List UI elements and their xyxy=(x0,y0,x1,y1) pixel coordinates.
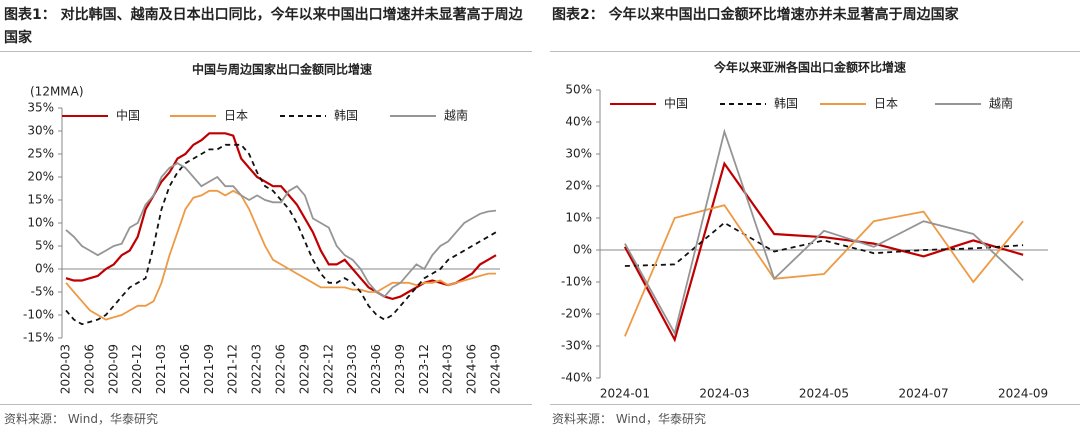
x-tick-label: 2024-03 xyxy=(441,344,455,394)
x-tick-label: 2024-09 xyxy=(489,344,503,394)
y-tick-label: 5% xyxy=(35,239,54,253)
caption: 图表2： 今年以来中国出口金额环比增速亦并未显著高于周边国家 xyxy=(552,7,959,23)
x-tick-label: 2024-06 xyxy=(465,344,479,394)
legend-label: 日本 xyxy=(224,109,248,123)
x-tick-label: 2023-12 xyxy=(417,344,431,394)
y-tick-label: 15% xyxy=(27,193,54,207)
x-tick-label: 2024-03 xyxy=(699,387,749,401)
y-tick-label: -30% xyxy=(561,339,592,353)
divider xyxy=(550,404,1080,405)
series-line xyxy=(65,143,497,326)
chart-title: 中国与周边国家出口金额同比增速 xyxy=(192,62,372,77)
x-tick-label: 2021-09 xyxy=(202,344,216,394)
y-tick-label: -40% xyxy=(561,371,592,385)
x-tick-label: 2020-03 xyxy=(58,344,72,394)
legend-label: 越南 xyxy=(444,108,468,123)
y-tick-label: 50% xyxy=(565,83,592,97)
x-tick-label: 2022-03 xyxy=(250,344,264,394)
y-tick-label: -5% xyxy=(31,285,54,299)
legend-label: 中国 xyxy=(664,96,688,111)
x-tick-label: 2023-09 xyxy=(393,344,407,394)
series-line xyxy=(624,204,1024,337)
y-tick-label: -10% xyxy=(23,308,54,322)
y-tick-label: 10% xyxy=(27,216,54,230)
y-tick-label: 35% xyxy=(27,101,54,115)
caption: 图表1： 对比韩国、越南及日本出口同比，今年以来中国出口增速并未显著高于周边国家 xyxy=(4,7,523,46)
x-tick-label: 2024-09 xyxy=(998,387,1048,401)
y-tick-label: 20% xyxy=(565,179,592,193)
divider xyxy=(550,51,1080,52)
x-tick-label: 2021-03 xyxy=(154,344,168,394)
legend-label: 中国 xyxy=(116,108,140,123)
y-tick-label: -10% xyxy=(561,275,592,289)
divider xyxy=(0,404,532,405)
chart: 今年以来亚洲各国出口金额环比增速 -40% -30% -20% -10% 0% 10% 20%… xyxy=(561,60,1048,401)
annotation: (12MMA) xyxy=(30,85,84,99)
y-tick-label: 0% xyxy=(573,243,592,257)
series-line xyxy=(65,189,496,321)
y-tick-label: -20% xyxy=(561,307,592,321)
y-tick-label: 10% xyxy=(565,211,592,225)
y-tick-label: -15% xyxy=(23,331,54,345)
x-tick-label: 2022-12 xyxy=(321,344,335,394)
y-tick-label: 40% xyxy=(565,115,592,129)
x-tick-label: 2024-05 xyxy=(799,387,849,401)
y-tick-label: 30% xyxy=(565,147,592,161)
y-tick-label: 0% xyxy=(35,262,54,276)
x-tick-label: 2023-03 xyxy=(345,344,359,394)
x-tick-label: 2023-06 xyxy=(369,344,383,394)
y-tick-label: 30% xyxy=(27,124,54,138)
x-tick-label: 2024-01 xyxy=(600,387,650,401)
y-tick-label: 25% xyxy=(27,147,54,161)
source: 资料来源： Wind，华泰研究 xyxy=(552,412,706,426)
x-tick-label: 2024-07 xyxy=(898,387,948,401)
series-line xyxy=(624,128,1024,336)
y-tick-label: 20% xyxy=(27,170,54,184)
x-tick-label: 2021-12 xyxy=(226,344,240,394)
x-tick-label: 2020-12 xyxy=(130,344,144,394)
x-tick-label: 2021-06 xyxy=(178,344,192,394)
source: 资料来源： Wind，华泰研究 xyxy=(4,412,158,426)
x-tick-label: 2020-09 xyxy=(106,344,120,394)
chart: 中国与周边国家出口金额同比增速 (12MMA) -15% -10% -5% 0% 5% 10%… xyxy=(23,62,503,395)
chart-title: 今年以来亚洲各国出口金额环比增速 xyxy=(713,60,906,75)
series-line xyxy=(65,162,497,298)
x-tick-label: 2022-09 xyxy=(297,344,311,394)
legend-label: 越南 xyxy=(989,96,1013,111)
x-tick-label: 2022-06 xyxy=(274,344,288,394)
divider xyxy=(0,51,532,52)
legend-label: 韩国 xyxy=(334,108,358,123)
legend-label: 韩国 xyxy=(774,96,798,111)
legend-label: 日本 xyxy=(874,97,898,111)
series-line xyxy=(623,161,1024,343)
series-line xyxy=(65,132,497,301)
x-tick-label: 2020-06 xyxy=(82,344,96,394)
